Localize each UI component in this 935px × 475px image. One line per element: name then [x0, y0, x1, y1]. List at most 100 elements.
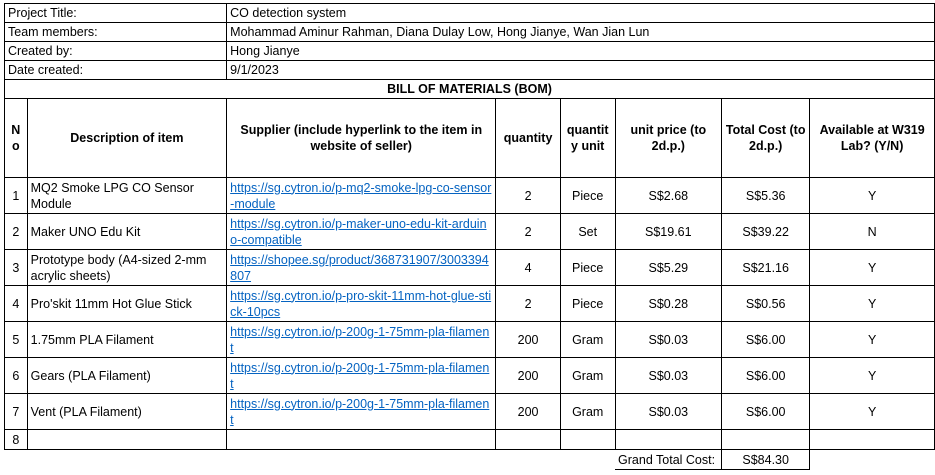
- info-label: Date created:: [3, 60, 228, 80]
- item-total-cost: S$21.16: [721, 249, 811, 286]
- item-total-cost: S$5.36: [721, 177, 811, 214]
- item-unit: Gram: [559, 357, 616, 394]
- item-unit-price: S$0.03: [614, 393, 723, 430]
- item-unit-price: S$19.61: [614, 213, 723, 250]
- item-description: [26, 429, 228, 450]
- grand-total-label: Grand Total Cost:: [615, 449, 722, 470]
- item-quantity: 200: [495, 393, 561, 430]
- info-label: Team members:: [3, 22, 228, 42]
- item-total-cost: [721, 429, 811, 450]
- item-available: Y: [809, 249, 935, 286]
- item-unit-price: S$2.68: [614, 177, 723, 214]
- item-quantity: 2: [495, 213, 561, 250]
- table-row: 7 Vent (PLA Filament) https://sg.cytron.io…: [4, 393, 935, 430]
- table-row: 2 Maker UNO Edu Kit https://sg.cytron.io/p…: [4, 213, 935, 250]
- item-unit: Piece: [559, 249, 616, 286]
- header-supplier: Supplier (include hyperlink to the item …: [226, 98, 497, 178]
- supplier-cell: https://sg.cytron.io/p-maker-uno-edu-kit…: [226, 213, 497, 250]
- supplier-cell: https://sg.cytron.io/p-pro-skit-11mm-hot…: [226, 285, 497, 322]
- item-quantity: 4: [495, 249, 561, 286]
- table-row: 3 Prototype body (A4-sized 2-mm acrylic s…: [4, 249, 935, 286]
- info-label: Project Title:: [3, 3, 228, 23]
- table-row: 8: [4, 429, 935, 450]
- bom-table: Project Title: CO detection system Team …: [3, 3, 935, 470]
- item-unit-price: S$0.03: [614, 321, 723, 358]
- item-supplier-link[interactable]: https://sg.cytron.io/p-200g-1-75mm-pla-f…: [230, 396, 490, 427]
- table-row: 6 Gears (PLA Filament) https://sg.cytron.i…: [4, 357, 935, 394]
- item-no: 2: [4, 213, 28, 250]
- item-unit: [559, 429, 616, 450]
- header-unit-price: unit price (to 2d.p.): [614, 98, 723, 178]
- item-supplier-link[interactable]: https://sg.cytron.io/p-200g-1-75mm-pla-f…: [230, 324, 490, 355]
- item-available: Y: [809, 393, 935, 430]
- item-description: Vent (PLA Filament): [26, 393, 228, 430]
- item-quantity: [495, 429, 561, 450]
- item-available: Y: [809, 357, 935, 394]
- item-description: Maker UNO Edu Kit: [26, 213, 228, 250]
- item-no: 4: [4, 285, 28, 322]
- supplier-cell: https://sg.cytron.io/p-200g-1-75mm-pla-f…: [226, 357, 497, 394]
- item-description: MQ2 Smoke LPG CO Sensor Module: [26, 177, 228, 214]
- supplier-cell: https://sg.cytron.io/p-200g-1-75mm-pla-f…: [226, 393, 497, 430]
- header-no: N o: [4, 98, 28, 178]
- item-description: 1.75mm PLA Filament: [26, 321, 228, 358]
- bom-title-row: BILL OF MATERIALS (BOM): [4, 79, 935, 99]
- item-available: Y: [809, 177, 935, 214]
- item-unit-price: S$0.28: [614, 285, 723, 322]
- item-no: 1: [4, 177, 28, 214]
- item-description: Gears (PLA Filament): [26, 357, 228, 394]
- item-unit-price: S$0.03: [614, 357, 723, 394]
- item-available: N: [809, 213, 935, 250]
- item-quantity: 2: [495, 177, 561, 214]
- grand-total-value: S$84.30: [721, 449, 811, 470]
- project-title-row: Project Title: CO detection system: [3, 3, 935, 23]
- header-description: Description of item: [26, 98, 228, 178]
- item-supplier-link[interactable]: https://sg.cytron.io/p-maker-uno-edu-kit…: [230, 216, 487, 247]
- date-created-row: Date created: 9/1/2023: [3, 60, 935, 80]
- supplier-cell: https://sg.cytron.io/p-mq2-smoke-lpg-co-…: [226, 177, 497, 214]
- table-row: 5 1.75mm PLA Filament https://sg.cytron.io…: [4, 321, 935, 358]
- item-no: 7: [4, 393, 28, 430]
- item-quantity: 200: [495, 321, 561, 358]
- item-unit: Gram: [559, 393, 616, 430]
- item-available: Y: [809, 321, 935, 358]
- header-unit: quantit y unit: [559, 98, 616, 178]
- table-row: 1 MQ2 Smoke LPG CO Sensor Module https://s…: [4, 177, 935, 214]
- item-no: 5: [4, 321, 28, 358]
- item-total-cost: S$6.00: [721, 393, 811, 430]
- item-unit: Piece: [559, 285, 616, 322]
- supplier-cell: https://sg.cytron.io/p-200g-1-75mm-pla-f…: [226, 321, 497, 358]
- info-value: Hong Jianye: [226, 41, 935, 61]
- header-quantity: quantity: [495, 98, 561, 178]
- supplier-cell: https://shopee.sg/product/368731907/3003…: [226, 249, 497, 286]
- item-unit-price: S$5.29: [614, 249, 723, 286]
- info-label: Created by:: [3, 41, 228, 61]
- item-total-cost: S$39.22: [721, 213, 811, 250]
- item-quantity: 200: [495, 357, 561, 394]
- item-description: Pro'skit 11mm Hot Glue Stick: [26, 285, 228, 322]
- grand-total-row: Grand Total Cost: S$84.30: [5, 449, 935, 470]
- item-unit: Set: [559, 213, 616, 250]
- bom-title: BILL OF MATERIALS (BOM): [4, 79, 935, 99]
- item-no: 3: [4, 249, 28, 286]
- item-unit: Gram: [559, 321, 616, 358]
- item-supplier-link[interactable]: https://sg.cytron.io/p-mq2-smoke-lpg-co-…: [230, 180, 492, 211]
- item-total-cost: S$0.56: [721, 285, 811, 322]
- item-description: Prototype body (A4-sized 2-mm acrylic sh…: [26, 249, 228, 286]
- header-available: Available at W319 Lab? (Y/N): [809, 98, 935, 178]
- item-supplier-link[interactable]: https://sg.cytron.io/p-200g-1-75mm-pla-f…: [230, 360, 490, 391]
- item-available: [809, 429, 935, 450]
- item-quantity: 2: [495, 285, 561, 322]
- item-supplier-link[interactable]: https://shopee.sg/product/368731907/3003…: [230, 252, 489, 283]
- created-by-row: Created by: Hong Jianye: [3, 41, 935, 61]
- item-supplier-link[interactable]: https://sg.cytron.io/p-pro-skit-11mm-hot…: [230, 288, 492, 319]
- supplier-cell: [226, 429, 497, 450]
- info-value: Mohammad Aminur Rahman, Diana Dulay Low,…: [226, 22, 935, 42]
- item-total-cost: S$6.00: [721, 321, 811, 358]
- bom-items: 1 MQ2 Smoke LPG CO Sensor Module https://s…: [4, 177, 935, 450]
- item-unit-price: [614, 429, 723, 450]
- item-no: 6: [4, 357, 28, 394]
- item-available: Y: [809, 285, 935, 322]
- info-value: CO detection system: [226, 3, 935, 23]
- table-row: 4 Pro'skit 11mm Hot Glue Stick https://sg.…: [4, 285, 935, 322]
